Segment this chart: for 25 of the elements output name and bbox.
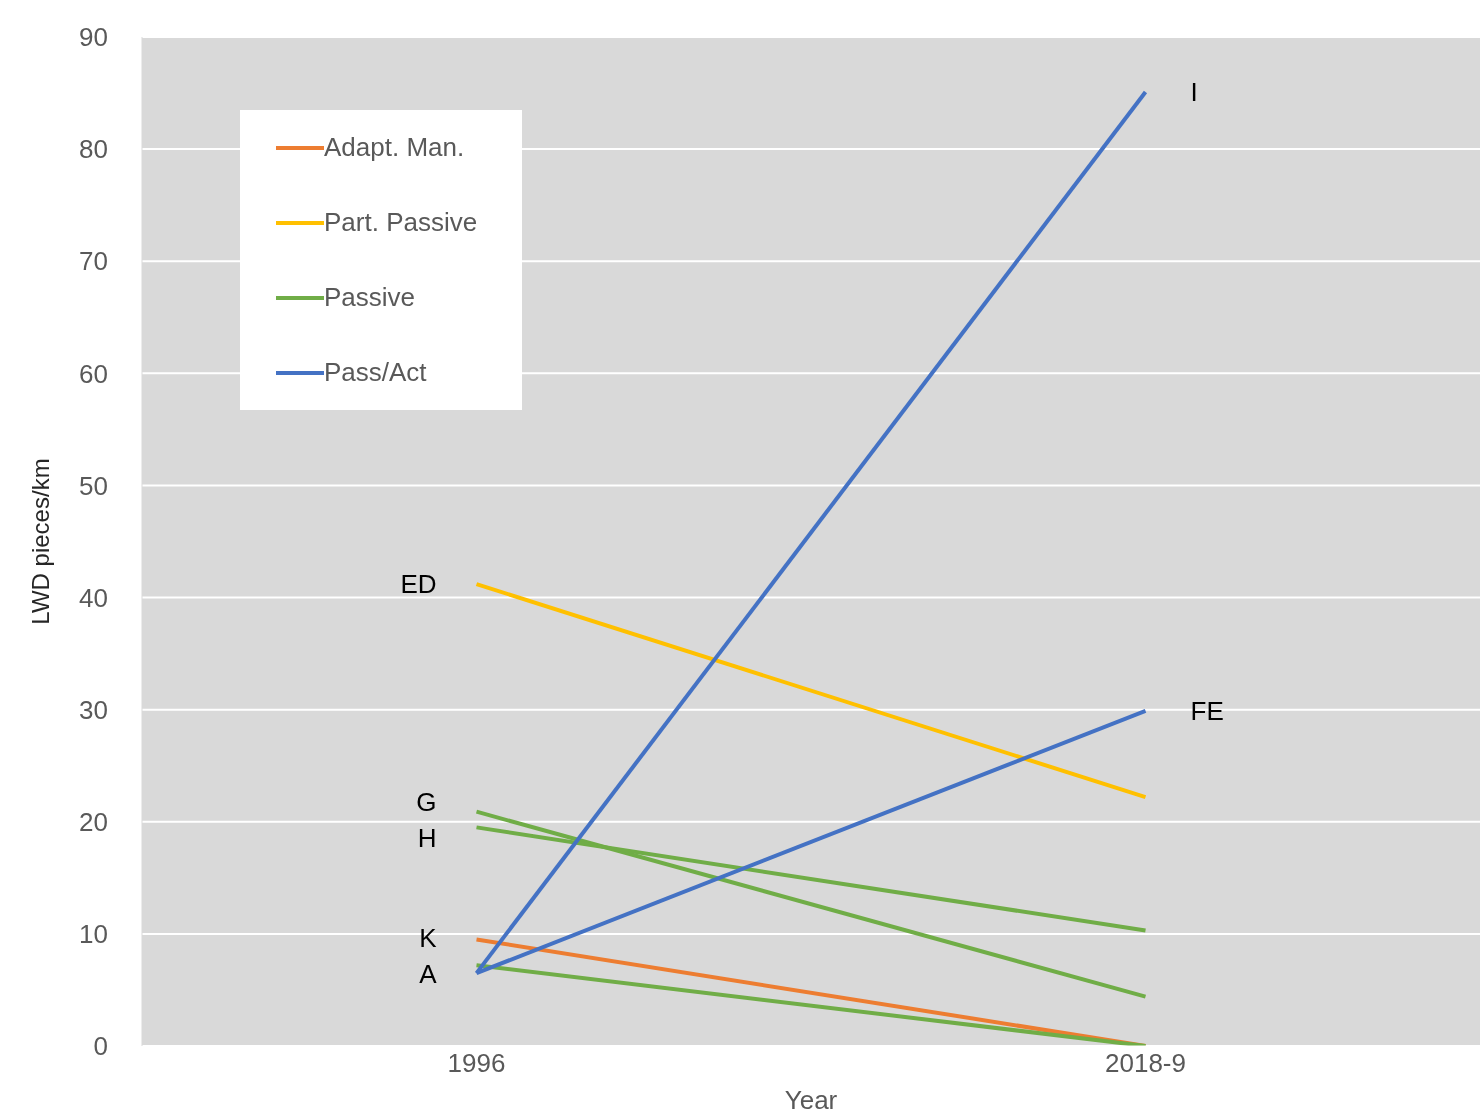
legend-label: Pass/Act: [324, 357, 427, 388]
legend-label: Passive: [324, 282, 416, 313]
y-tick-label: 60: [79, 358, 108, 389]
legend-label: Part. Passive: [324, 207, 478, 238]
annotation: G: [416, 785, 437, 818]
x-axis-title: Year: [784, 1085, 838, 1109]
annotation: H: [417, 821, 437, 854]
y-tick-label: 20: [79, 807, 108, 838]
x-tick-label: 2018-9: [1105, 1048, 1186, 1079]
y-tick-label: 70: [79, 246, 108, 277]
x-tick-label: 1996: [447, 1048, 506, 1079]
annotation: I: [1190, 75, 1198, 108]
y-tick-label: 30: [79, 694, 108, 725]
y-tick-label: 10: [79, 919, 108, 950]
y-tick-label: 50: [79, 470, 108, 501]
y-tick-label: 40: [79, 582, 108, 613]
y-axis-title: LWD pieces/km: [26, 458, 54, 625]
annotation: K: [419, 922, 437, 955]
annotation: ED: [400, 568, 437, 601]
annotation: A: [419, 958, 437, 991]
y-tick-label: 0: [93, 1031, 108, 1062]
annotation: FE: [1190, 694, 1224, 727]
y-tick-label: 80: [79, 134, 108, 165]
legend-label: Adapt. Man.: [324, 132, 465, 163]
y-tick-label: 90: [79, 22, 108, 53]
